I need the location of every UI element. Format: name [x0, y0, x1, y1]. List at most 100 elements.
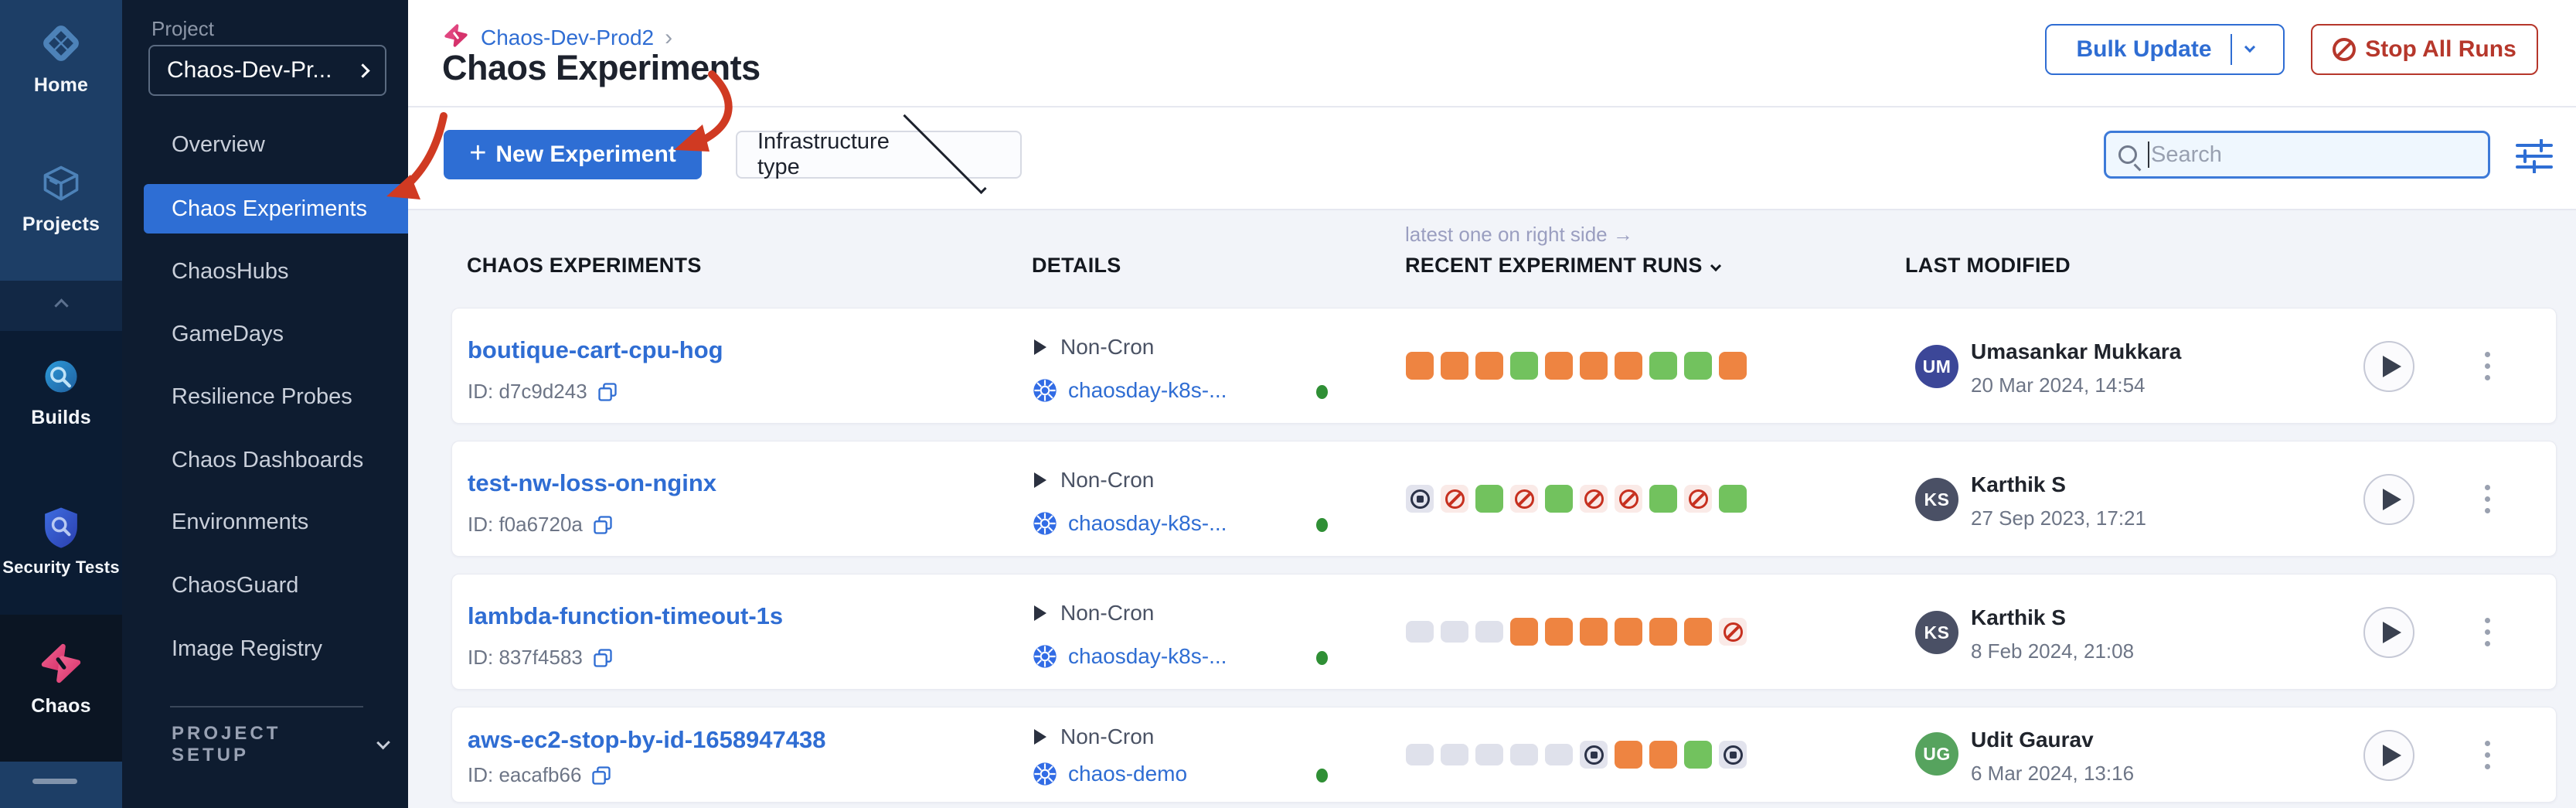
copy-icon[interactable] — [592, 514, 614, 536]
sidebar-item-environments[interactable]: Environments — [172, 510, 309, 534]
copy-icon[interactable] — [597, 381, 618, 403]
bulk-update-button[interactable]: Bulk Update — [2045, 24, 2285, 75]
search-input[interactable] — [2151, 141, 2476, 168]
run-orange[interactable] — [1615, 741, 1642, 769]
run-orange[interactable] — [1615, 618, 1642, 646]
play-triangle-icon — [1034, 729, 1046, 745]
sidebar-item-overview[interactable]: Overview — [172, 132, 265, 157]
run-orange[interactable] — [1649, 741, 1677, 769]
run-failed[interactable] — [1441, 485, 1468, 513]
row-menu-button[interactable] — [2481, 574, 2493, 689]
run-stopped[interactable] — [1580, 741, 1608, 769]
run-failed[interactable] — [1580, 485, 1608, 513]
rail-collapse-button[interactable] — [0, 281, 122, 331]
run-failed[interactable] — [1510, 485, 1538, 513]
run-experiment-button[interactable] — [2363, 607, 2414, 658]
chevron-right-icon — [356, 63, 370, 78]
kubernetes-icon — [1033, 512, 1057, 535]
project-setup-toggle[interactable]: PROJECT SETUP — [172, 723, 390, 765]
sidebar-item-image-registry[interactable]: Image Registry — [172, 636, 323, 661]
experiment-name-link[interactable]: boutique-cart-cpu-hog — [468, 336, 723, 363]
new-experiment-label: New Experiment — [495, 141, 676, 167]
run-orange[interactable] — [1406, 352, 1434, 380]
infrastructure-link[interactable]: chaosday-k8s-... — [1068, 378, 1227, 402]
run-green[interactable] — [1510, 352, 1538, 380]
infrastructure-link[interactable]: chaosday-k8s-... — [1068, 511, 1227, 535]
column-header-recent-runs[interactable]: RECENT EXPERIMENT RUNS — [1405, 254, 1721, 278]
run-green[interactable] — [1684, 741, 1712, 769]
avatar: UG — [1915, 732, 1958, 776]
infrastructure-type-select[interactable]: Infrastructure type — [736, 110, 1022, 195]
run-orange[interactable] — [1580, 352, 1608, 380]
experiment-row: aws-ec2-stop-by-id-1658947438 ID: eacafb… — [451, 707, 2557, 803]
infra-status-dot — [1316, 385, 1328, 399]
experiment-row: test-nw-loss-on-nginx ID: f0a6720a Non-C… — [451, 441, 2557, 557]
run-green[interactable] — [1719, 485, 1747, 513]
run-empty — [1510, 744, 1538, 765]
run-green[interactable] — [1649, 352, 1677, 380]
sidebar-item-chaos-dashboards[interactable]: Chaos Dashboards — [172, 448, 364, 472]
infrastructure-link[interactable]: chaosday-k8s-... — [1068, 644, 1227, 668]
project-selector[interactable]: Chaos-Dev-Pr... — [148, 45, 386, 96]
run-green[interactable] — [1649, 485, 1677, 513]
stopped-run-icon — [1723, 745, 1743, 765]
run-orange[interactable] — [1510, 618, 1538, 646]
sidebar-item-resilience-probes[interactable]: Resilience Probes — [172, 384, 352, 409]
run-orange[interactable] — [1475, 352, 1503, 380]
row-menu-button[interactable] — [2481, 707, 2493, 802]
nav-chaos[interactable]: Chaos — [0, 639, 122, 718]
run-orange[interactable] — [1545, 352, 1573, 380]
nav-security-tests[interactable]: Security Tests — [0, 505, 122, 578]
run-orange[interactable] — [1684, 618, 1712, 646]
stop-all-runs-button[interactable]: Stop All Runs — [2311, 24, 2538, 75]
nav-home[interactable]: Home — [0, 20, 122, 97]
run-orange[interactable] — [1441, 352, 1468, 380]
modified-by-name: Umasankar Mukkara — [1971, 339, 2182, 363]
sidebar-item-chaoshubs[interactable]: ChaosHubs — [172, 259, 289, 284]
copy-icon[interactable] — [592, 647, 614, 669]
infra-status-dot — [1316, 518, 1328, 532]
project-selector-value: Chaos-Dev-Pr... — [167, 57, 332, 83]
infrastructure-link[interactable]: chaos-demo — [1068, 762, 1188, 786]
run-empty — [1441, 744, 1468, 765]
modified-by-name: Karthik S — [1971, 605, 2066, 629]
nav-projects[interactable]: Projects — [0, 161, 122, 236]
row-menu-button[interactable] — [2481, 309, 2493, 423]
new-experiment-button[interactable]: + New Experiment — [444, 130, 702, 179]
experiment-name-link[interactable]: lambda-function-timeout-1s — [468, 602, 784, 629]
chevron-down-icon[interactable] — [2244, 41, 2255, 53]
run-orange[interactable] — [1615, 352, 1642, 380]
sidebar-item-gamedays[interactable]: GameDays — [172, 322, 284, 346]
run-green[interactable] — [1684, 352, 1712, 380]
sidebar-item-chaosguard[interactable]: ChaosGuard — [172, 573, 299, 598]
sidebar-item-chaos-experiments[interactable]: Chaos Experiments — [144, 184, 408, 234]
project-setup-label: PROJECT SETUP — [172, 723, 281, 765]
main-content: Chaos-Dev-Prod2 › Chaos Experiments Bulk… — [408, 0, 2576, 808]
run-orange[interactable] — [1545, 618, 1573, 646]
run-experiment-button[interactable] — [2363, 341, 2414, 392]
run-failed[interactable] — [1684, 485, 1712, 513]
run-orange[interactable] — [1649, 618, 1677, 646]
rail-scroll-grabber[interactable] — [32, 779, 77, 784]
run-stopped[interactable] — [1719, 741, 1747, 769]
run-green[interactable] — [1545, 485, 1573, 513]
run-experiment-button[interactable] — [2363, 474, 2414, 525]
run-experiment-button[interactable] — [2363, 730, 2414, 781]
filter-button[interactable] — [2515, 138, 2554, 174]
run-orange[interactable] — [1719, 352, 1747, 380]
run-green[interactable] — [1475, 485, 1503, 513]
run-orange[interactable] — [1580, 618, 1608, 646]
experiment-name-link[interactable]: aws-ec2-stop-by-id-1658947438 — [468, 726, 826, 753]
run-stopped[interactable] — [1406, 485, 1434, 513]
nav-builds[interactable]: Builds — [0, 354, 122, 429]
experiment-name-link[interactable]: test-nw-loss-on-nginx — [468, 469, 717, 496]
nav-builds-label: Builds — [31, 407, 91, 428]
copy-icon[interactable] — [590, 765, 612, 786]
run-empty — [1475, 621, 1503, 643]
row-menu-button[interactable] — [2481, 442, 2493, 556]
run-failed[interactable] — [1719, 618, 1747, 646]
breadcrumb-project-link[interactable]: Chaos-Dev-Prod2 — [481, 25, 655, 49]
sliders-icon — [2516, 138, 2553, 174]
run-failed[interactable] — [1615, 485, 1642, 513]
schedule-type: Non-Cron — [1034, 601, 1154, 626]
